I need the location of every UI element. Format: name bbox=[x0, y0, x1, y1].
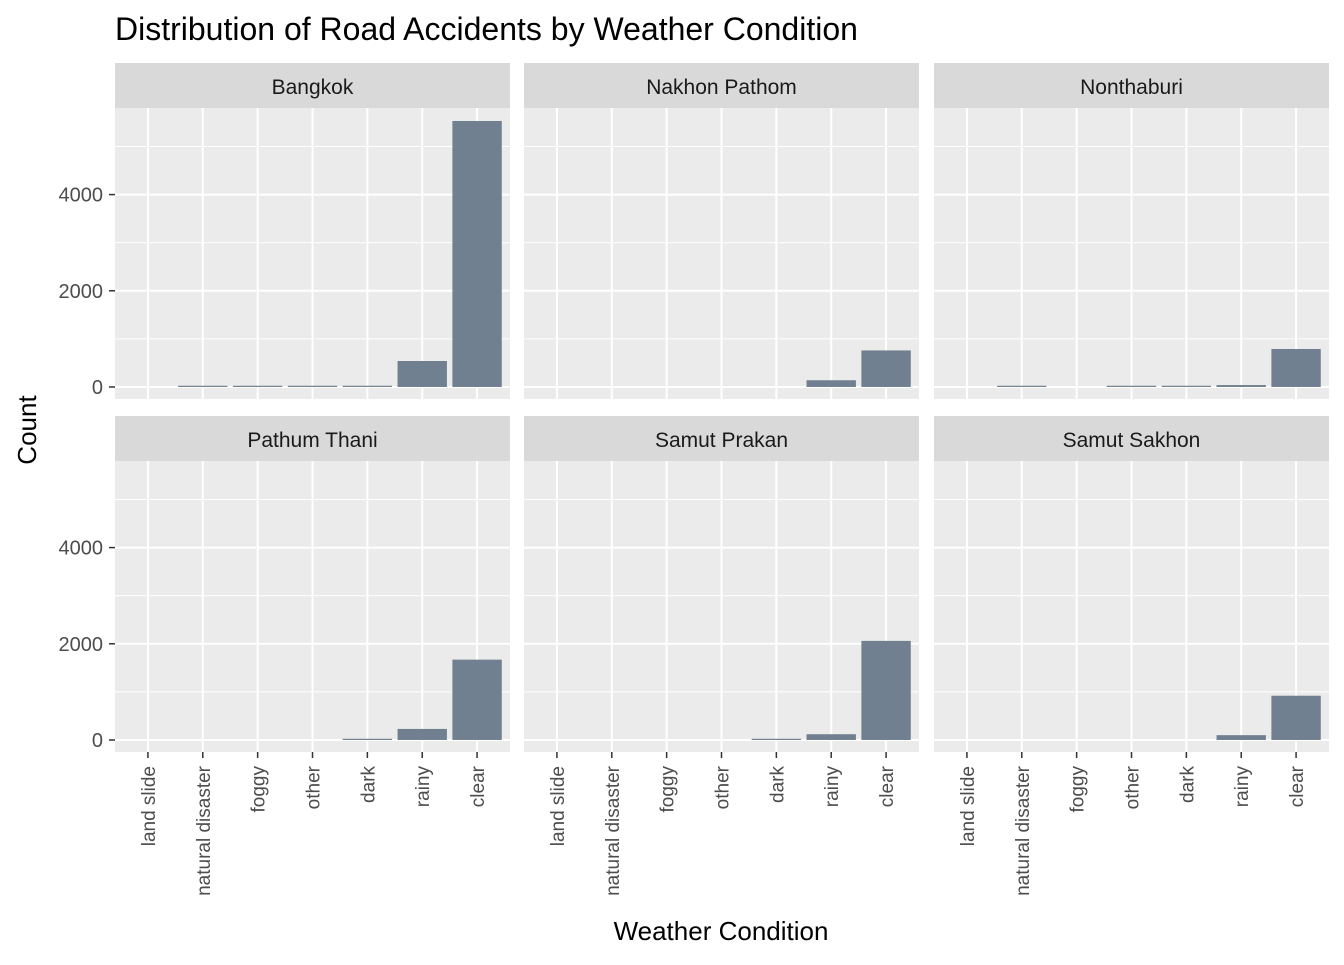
y-tick-label: 2000 bbox=[59, 634, 104, 656]
facet-strip bbox=[115, 416, 510, 461]
bar-other bbox=[287, 385, 338, 387]
facet-pathum-thani: Pathum Thani 0 2000 4000 land slide natural d… bbox=[59, 416, 510, 896]
facet-strip-label: Pathum Thani bbox=[247, 429, 377, 452]
x-tick-label: dark bbox=[1177, 766, 1198, 803]
facet-nakhon-pathom: Nakhon Pathom bbox=[524, 63, 919, 399]
bar-natural-disaster bbox=[178, 385, 228, 387]
bar-other bbox=[1106, 385, 1157, 387]
x-tick-label: land slide bbox=[548, 766, 569, 846]
x-tick-label: clear bbox=[468, 765, 489, 807]
bar-clear bbox=[452, 659, 502, 740]
x-tick-label: dark bbox=[767, 766, 788, 803]
x-tick-label: rainy bbox=[1232, 766, 1253, 808]
y-tick-label: 4000 bbox=[59, 185, 104, 207]
bar-clear bbox=[1271, 695, 1321, 740]
facet-panels: Bangkok 0 2000 4000 Nakhon Pathom Nonthaburi P… bbox=[59, 63, 1329, 896]
bar-rainy bbox=[397, 361, 447, 387]
facet-samut-sakhon: Samut Sakhon land slide natural disaster fo… bbox=[934, 416, 1329, 896]
facet-strip-label: Bangkok bbox=[272, 76, 354, 99]
bar-dark bbox=[342, 738, 393, 740]
bar-rainy bbox=[1216, 735, 1266, 740]
x-tick-label: foggy bbox=[249, 766, 270, 813]
x-tick-label: rainy bbox=[413, 766, 434, 808]
x-tick-label: natural disaster bbox=[194, 765, 215, 896]
bar-dark bbox=[342, 385, 393, 387]
x-tick-label: land slide bbox=[139, 766, 160, 846]
x-axis-label: Weather Condition bbox=[614, 916, 829, 946]
x-tick-label: clear bbox=[1287, 765, 1308, 807]
facet-strip-label: Nakhon Pathom bbox=[646, 76, 797, 99]
facet-bangkok: Bangkok 0 2000 4000 bbox=[59, 63, 510, 399]
facet-strip bbox=[524, 63, 919, 108]
bar-rainy bbox=[397, 728, 447, 740]
x-tick-label: other bbox=[304, 765, 325, 809]
bar-dark bbox=[751, 738, 802, 740]
bar-rainy bbox=[1216, 385, 1266, 387]
x-tick-label: rainy bbox=[822, 766, 843, 808]
x-tick-label: other bbox=[1123, 765, 1144, 809]
facet-strip bbox=[524, 416, 919, 461]
y-tick-label: 0 bbox=[92, 730, 103, 752]
facet-strip-label: Samut Sakhon bbox=[1063, 429, 1201, 452]
bar-foggy bbox=[232, 385, 283, 387]
bar-clear bbox=[1271, 348, 1321, 387]
bar-rainy bbox=[806, 380, 856, 387]
bar-dark bbox=[1161, 385, 1212, 387]
y-tick-label: 0 bbox=[92, 377, 103, 399]
x-tick-label: natural disaster bbox=[603, 765, 624, 896]
bar-clear bbox=[861, 640, 911, 740]
x-tick-label: dark bbox=[358, 766, 379, 803]
facet-strip bbox=[934, 416, 1329, 461]
facet-strip-label: Samut Prakan bbox=[655, 429, 788, 452]
x-tick-label: foggy bbox=[658, 766, 679, 813]
facet-strip-label: Nonthaburi bbox=[1080, 76, 1183, 99]
x-tick-label: land slide bbox=[958, 766, 979, 846]
bar-rainy bbox=[806, 734, 856, 740]
y-tick-label: 4000 bbox=[59, 538, 104, 560]
facet-nonthaburi: Nonthaburi bbox=[934, 63, 1329, 399]
facet-strip bbox=[934, 63, 1329, 108]
y-axis-label: Count bbox=[12, 395, 42, 465]
facet-samut-prakan: Samut Prakan land slide natural disaster fo… bbox=[524, 416, 919, 896]
x-tick-label: clear bbox=[877, 765, 898, 807]
y-tick-label: 2000 bbox=[59, 281, 104, 303]
bar-clear bbox=[452, 120, 502, 387]
x-tick-label: other bbox=[713, 765, 734, 809]
x-tick-label: foggy bbox=[1068, 766, 1089, 813]
bar-natural-disaster bbox=[997, 385, 1047, 387]
chart-title: Distribution of Road Accidents by Weathe… bbox=[115, 11, 858, 47]
bar-clear bbox=[861, 350, 911, 387]
x-tick-label: natural disaster bbox=[1013, 765, 1034, 896]
facet-strip bbox=[115, 63, 510, 108]
